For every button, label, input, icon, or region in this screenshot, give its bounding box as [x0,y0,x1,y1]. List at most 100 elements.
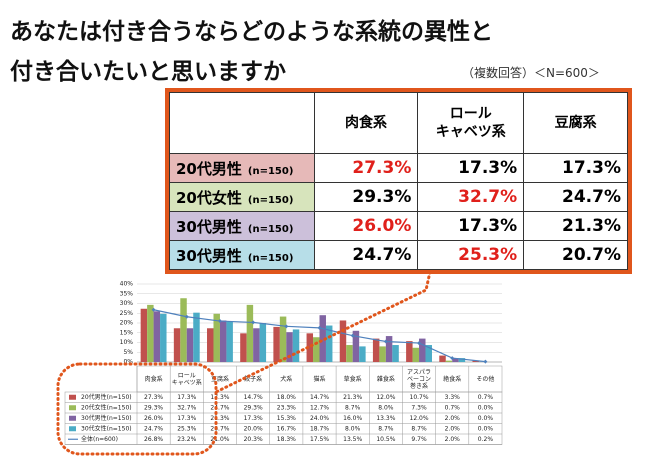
bar [379,346,386,362]
row-label-text: 20代女性 [176,188,242,207]
data-label: 10.7% [410,394,429,401]
data-label: 16.7% [277,425,296,432]
title-line: 付き合いたいと思いますか [10,59,286,85]
bar [406,341,413,362]
data-label: 3.3% [445,394,461,401]
value-cell: 17.3% [417,153,525,183]
callout-ring [56,362,218,456]
data-label: 13.3% [376,415,395,422]
bar [439,355,446,362]
marker [483,359,488,364]
data-label: 20.0% [244,425,263,432]
note: （複数回答）＜N=600＞ [462,66,600,80]
data-label: 0.0% [478,425,494,432]
bar [253,328,260,362]
bar [452,358,459,362]
data-label: 24.0% [310,415,329,422]
bar [412,347,420,362]
y-tick-label: 20% [120,320,134,327]
bar [325,325,333,362]
legend-key [69,405,76,411]
data-label: 13.5% [343,436,362,443]
data-label: 0.7% [445,404,461,411]
y-tick-label: 15% [120,329,134,336]
data-label: 21.3% [343,394,362,401]
data-label: 20.3% [244,436,263,443]
value-cell: 32.7% [417,182,525,212]
data-label: 17.3% [244,415,263,422]
value-cell: 26.0% [313,211,419,241]
table: 肉食系 ロール キャベツ系 豆腐系 20代男性 (n=150) 27.3% 17.3% 17.… [169,92,628,270]
data-label: 26.0% [144,415,163,422]
data-label: 17.3% [177,415,196,422]
data-label: 29.3% [144,404,163,411]
value-cell: 24.7% [523,182,628,212]
y-tick-label: 0% [123,359,133,366]
data-label: 17.3% [177,394,196,401]
bar [392,345,399,362]
bar [346,345,353,362]
data-label: 27.3% [144,394,163,401]
value-cell: 17.3% [417,211,525,241]
bar [339,320,347,362]
bar [472,360,479,362]
row: 20代男性 (n=150) 27.3% 17.3% 17.3% [169,153,628,183]
row: 30代男性 (n=150) 26.0% 17.3% 21.3% [169,211,628,241]
data-label: 20.7% [210,425,229,432]
bar [147,304,154,362]
data-label: 21.0% [210,436,229,443]
header-cell: 肉食系 [313,92,419,154]
marker [450,356,455,361]
row-label: 20代男性 (n=150) [169,153,315,183]
y-tick-label: 5% [123,349,133,356]
legend-label: 20代女性(n=150) [81,403,132,411]
bar [140,308,148,362]
y-tick-label: 10% [120,339,134,346]
legend-label: 全体(n=600) [81,435,118,443]
marker [417,341,422,346]
x-tick-label: 雑食系 [377,375,395,383]
row-n: (n=150) [247,165,294,177]
bar [153,311,161,362]
marker [151,307,156,312]
marker [383,339,388,344]
data-label: 15.3% [277,415,296,422]
legend-label: 30代女性(n=150) [81,424,132,432]
bar [306,333,314,362]
data-label: 17.3% [210,394,229,401]
summary-table: 肉食系 ロール キャベツ系 豆腐系 20代男性 (n=150) 27.3% 17.3% 17.… [165,88,632,274]
bar [372,338,380,362]
data-label: 18.0% [277,394,296,401]
x-tick-label: 豆腐系 [211,375,229,383]
data-label: 24.7% [144,425,163,432]
legend-key [69,426,76,432]
data-label: 8.7% [378,425,394,432]
data-label: 8.7% [345,404,361,411]
row-n: (n=150) [247,223,294,235]
bar [352,330,360,362]
data-label: 26.8% [144,436,163,443]
data-label: 21.3% [210,415,229,422]
data-label: 29.3% [244,404,263,411]
data-label: 32.7% [177,404,196,411]
data-label: 9.7% [411,436,427,443]
data-label: 23.3% [277,404,296,411]
bar [458,358,466,362]
bar [273,326,280,362]
row-n: (n=150) [247,252,294,264]
value-cell: 21.3% [523,211,628,241]
bar [385,336,393,362]
row-label: 30代男性 (n=150) [169,240,315,270]
data-label: 0.0% [478,415,494,422]
marker [350,333,355,338]
data-label: 12.0% [376,394,395,401]
bar [213,313,220,362]
bar [219,320,227,362]
data-label: 0.7% [478,394,494,401]
bar [180,298,187,362]
data-label: 18.7% [310,425,329,432]
x-tick-label: 犬系 [280,375,292,383]
legend-key [69,394,76,400]
data-label: 7.3% [411,404,427,411]
